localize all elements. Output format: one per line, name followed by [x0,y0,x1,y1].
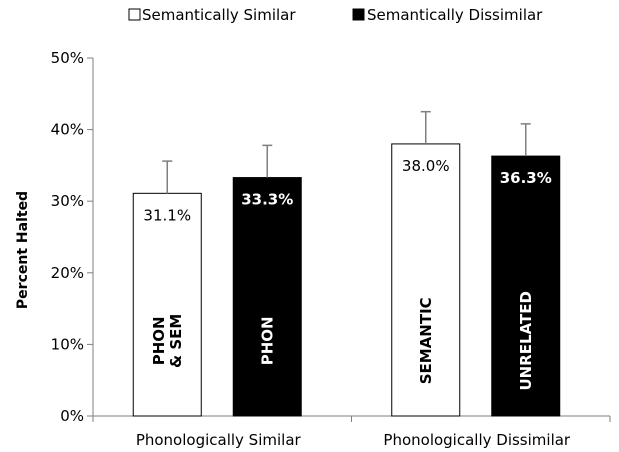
bar-label: SEMANTIC [417,297,435,384]
bar-label: PHON& SEM [150,314,185,368]
y-tick-label: 0% [60,407,84,425]
data-label: 36.3% [500,169,552,187]
x-category-label: Phonologically Dissimilar [383,431,571,449]
bar [132,192,202,417]
legend-label-semantically-similar: Semantically Similar [142,6,296,24]
y-tick-label: 20% [51,264,84,282]
bar-label: UNRELATED [517,291,535,390]
data-label: 38.0% [402,157,450,175]
legend-label-semantically-dissimilar: Semantically Dissimilar [367,6,543,24]
data-label: 31.1% [143,206,191,224]
bar-label-line: & SEM [167,314,185,368]
bars: 31.1%PHON& SEM33.3%PHON38.0%SEMANTIC36.3… [132,110,561,417]
bar-label: PHON [258,316,276,365]
data-label: 33.3% [241,191,293,209]
bar-label-line: SEMANTIC [417,297,435,384]
bar-label-line: PHON [258,316,276,365]
y-axis-label: Percent Halted [15,191,31,309]
y-tick-label: 30% [51,192,84,210]
bar [391,143,461,417]
bar [232,177,302,417]
legend-swatch-semantically-similar [128,8,141,21]
bar-label-line: PHON [150,316,168,365]
x-axis: Phonologically Similar Phonologically Dis… [92,415,611,449]
y-tick-label: 50% [51,49,84,67]
y-axis: 0% 10% 20% 30% 40% 50% [51,49,94,425]
legend: Semantically Similar Semantically Dissim… [128,6,543,24]
bar-label-line: UNRELATED [517,291,535,390]
y-tick-label: 40% [51,121,84,139]
y-tick-label: 10% [51,335,84,353]
x-category-label: Phonologically Similar [136,431,302,449]
bar [491,155,561,417]
legend-swatch-semantically-dissimilar [352,8,365,21]
